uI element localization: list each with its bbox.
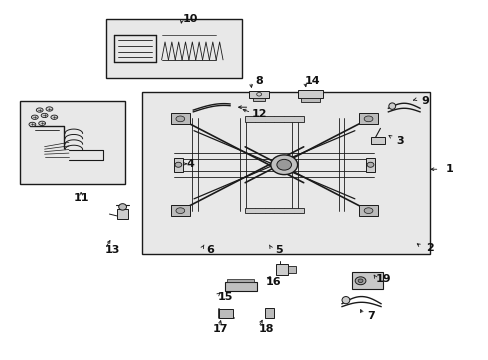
Bar [358, 205, 378, 216]
Text: 12: 12 [251, 109, 266, 119]
Ellipse shape [276, 159, 291, 170]
Text: 11: 11 [73, 193, 89, 203]
Text: 10: 10 [183, 14, 198, 24]
Bar [351, 272, 383, 289]
Bar [276, 264, 288, 275]
Bar [249, 91, 268, 98]
Bar [20, 101, 125, 184]
Bar [253, 98, 264, 101]
Ellipse shape [388, 103, 395, 109]
Text: 17: 17 [212, 324, 227, 334]
Bar [142, 92, 429, 253]
Bar [244, 116, 303, 122]
Text: 15: 15 [217, 292, 232, 302]
Bar [244, 208, 303, 213]
Bar [300, 98, 320, 102]
Ellipse shape [341, 297, 349, 304]
Text: 14: 14 [305, 76, 320, 86]
Bar [117, 210, 128, 220]
Text: 16: 16 [265, 277, 281, 287]
Text: 3: 3 [396, 136, 404, 145]
Text: 9: 9 [420, 96, 428, 106]
Text: 13: 13 [105, 245, 120, 255]
Text: 19: 19 [375, 274, 390, 284]
Bar [365, 158, 375, 172]
Text: 4: 4 [186, 159, 194, 169]
Bar [173, 158, 183, 172]
Ellipse shape [364, 116, 372, 122]
Bar [105, 19, 242, 78]
Text: 8: 8 [255, 76, 263, 86]
Bar [298, 90, 322, 98]
Ellipse shape [357, 279, 362, 283]
Ellipse shape [119, 204, 126, 210]
Ellipse shape [354, 277, 365, 285]
Ellipse shape [270, 155, 297, 175]
Bar [358, 113, 378, 124]
Ellipse shape [39, 121, 45, 126]
Bar [224, 282, 256, 291]
Bar [170, 113, 190, 124]
Bar [265, 308, 274, 318]
Bar [227, 279, 254, 282]
Ellipse shape [176, 116, 184, 122]
Ellipse shape [366, 162, 373, 167]
Text: 18: 18 [258, 324, 274, 334]
Ellipse shape [29, 122, 36, 127]
Bar [170, 205, 190, 216]
Text: 2: 2 [425, 243, 433, 253]
Ellipse shape [51, 115, 58, 120]
Ellipse shape [46, 107, 53, 111]
Bar [288, 266, 295, 273]
Bar [219, 309, 232, 318]
Ellipse shape [36, 108, 43, 112]
Ellipse shape [31, 115, 38, 120]
Ellipse shape [364, 208, 372, 213]
Ellipse shape [175, 162, 182, 167]
Text: 1: 1 [445, 164, 452, 174]
Text: 5: 5 [274, 245, 282, 255]
Text: 7: 7 [366, 311, 374, 321]
Ellipse shape [176, 208, 184, 213]
Ellipse shape [41, 113, 48, 118]
Text: 6: 6 [206, 245, 214, 255]
Bar [370, 137, 385, 144]
